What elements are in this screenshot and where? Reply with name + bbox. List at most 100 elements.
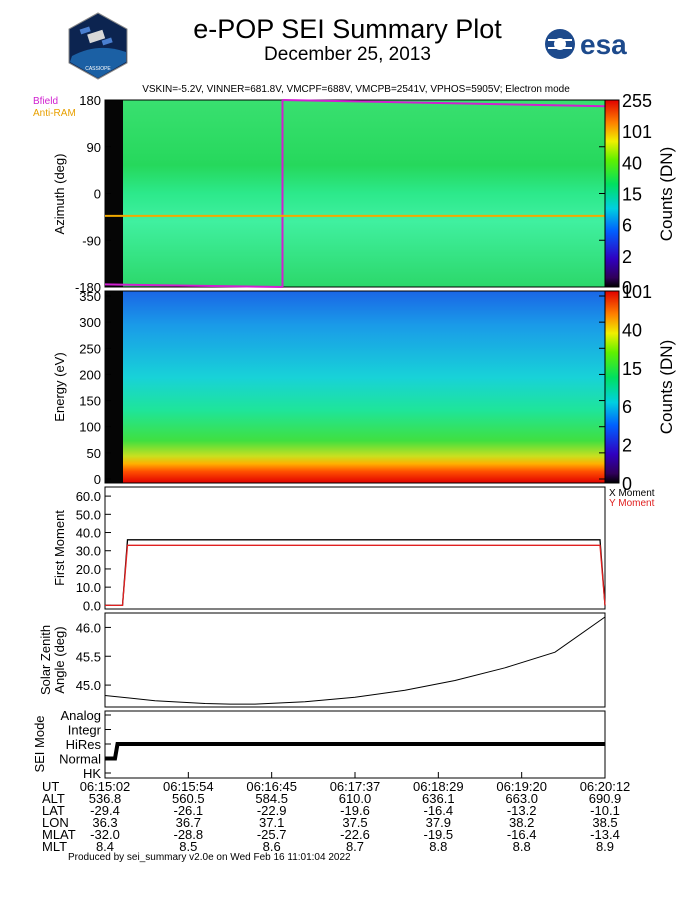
azimuth-colorbar-tick-label: 255 [622,91,652,111]
azimuth-tick-label: 0 [94,187,101,202]
ephemeris-value: -19.6 [340,803,370,818]
ephemeris-value: -26.1 [174,803,204,818]
ephemeris-value: 8.8 [513,839,531,854]
ephemeris-row-label: MLAT [42,827,76,842]
ephemeris-value: -13.4 [590,827,620,842]
ephemeris-row-label: MLT [42,839,67,854]
ephemeris-row-label: LAT [42,803,65,818]
cassiope-logo: CASSIOPE [68,12,128,80]
ephemeris-value: 8.9 [596,839,614,854]
ephemeris-row-label: LON [42,815,69,830]
ephemeris-value: 8.8 [429,839,447,854]
solar-zenith-axis-label-line1: Solar Zenith [38,625,53,695]
azimuth-tick-label: 180 [79,93,101,108]
ephemeris-value: 8.5 [179,839,197,854]
ephemeris-value: 37.1 [259,815,284,830]
energy-colorbar-tick-label: 40 [622,320,642,340]
logo-left-text: CASSIOPE [85,66,111,72]
solar-zenith-line [104,616,606,705]
ephemeris-value: -19.5 [424,827,454,842]
ephemeris-value: -13.2 [507,803,537,818]
time-tick-label: 06:17:37 [330,779,381,794]
esa-logo: esa [545,29,627,60]
energy-colorbar-tick-label: 15 [622,359,642,379]
sei-mode-line [105,742,605,761]
first-moment-tick-label: 10.0 [76,580,101,595]
azimuth-axis-label: Azimuth (deg) [52,154,67,235]
energy-colorbar-tick-label: 0 [622,474,632,494]
ephemeris-value: -28.8 [174,827,204,842]
ephemeris-row-label: ALT [42,791,65,806]
bfield-legend: Bfield [33,96,58,107]
ephemeris-value: 690.9 [589,791,622,806]
ephemeris-value: -22.6 [340,827,370,842]
time-tick-label: 06:19:20 [496,779,547,794]
energy-colorbar [604,290,620,484]
sei-mode-tick-label: HiRes [66,737,102,752]
energy-axis-label: Energy (eV) [52,352,67,421]
energy-tick-label: 300 [79,315,101,330]
footer-credit: Produced by sei_summary v2.0e on Wed Feb… [68,852,351,863]
ephemeris-value: 636.1 [422,791,455,806]
time-tick-label: 06:15:54 [163,779,214,794]
first-moment-tick-label: 50.0 [76,507,101,522]
solar-zenith-tick-label: 46.0 [76,620,101,635]
time-tick-label: 06:15:02 [80,779,131,794]
sei-mode-axis-label: SEI Mode [32,715,47,772]
first-moment-panel: 60.0 50.0 40.0 30.0 20.0 10.0 0.0 First Moment [52,486,606,613]
azimuth-colorbar-tick-label: 40 [622,153,642,173]
ephemeris-value: 663.0 [505,791,538,806]
ephemeris-value: 560.5 [172,791,205,806]
y-moment-legend: Y Moment [609,498,655,509]
time-tick-label: 06:20:12 [580,779,631,794]
azimuth-panel: 180 90 0 -90 -180 Azimuth (deg) 255 101 40 15 6 2… [52,91,676,298]
first-moment-tick-label: 40.0 [76,526,101,541]
energy-tick-label: 50 [87,446,101,461]
energy-tick-label: 350 [79,289,101,304]
antiram-legend: Anti-RAM [33,108,76,119]
first-moment-tick-label: 20.0 [76,562,101,577]
ephemeris-value: 38.5 [592,815,617,830]
first-moment-frame [104,486,606,610]
ephemeris-value: 38.2 [509,815,534,830]
azimuth-colorbar-label: Counts (DN) [657,147,676,241]
azimuth-tick-label: 90 [87,140,101,155]
energy-tick-label: 0 [94,472,101,487]
sei-mode-tick-label: Analog [61,708,101,723]
ephemeris-value: 610.0 [339,791,372,806]
azimuth-colorbar-tick-label: 15 [622,185,642,205]
first-moment-axis-label: First Moment [52,510,67,586]
x-moment-legend: X Moment [609,488,655,499]
ephemeris-value: 536.8 [89,791,122,806]
energy-colorbar-tick-label: 6 [622,397,632,417]
solar-zenith-axis-label-line2: Angle (deg) [52,626,67,693]
bfield-line [104,283,283,288]
solar-zenith-panel: 46.0 45.5 45.0 Solar Zenith Angle (deg) [38,612,606,708]
ephemeris-value: -16.4 [507,827,537,842]
ephemeris-value: 37.5 [342,815,367,830]
azimuth-colorbar-tick-label: 2 [622,247,632,267]
sei-mode-tick-label: Normal [59,752,101,767]
azimuth-colorbar-tick-label: 0 [622,278,632,298]
azimuth-colorbar [604,99,620,288]
ephemeris-value: -32.0 [90,827,120,842]
azimuth-colorbar-tick-label: 101 [622,122,652,142]
time-tick-label: 06:16:45 [246,779,297,794]
azimuth-tick-label: -180 [75,280,101,295]
energy-heatmap [105,291,605,483]
energy-tick-label: 100 [79,420,101,435]
energy-dark-strip [105,291,123,483]
energy-colorbar-tick-label: 101 [622,282,652,302]
bfield-legend-label: Bfield [33,96,59,107]
ephemeris-row-label: UT [42,779,59,794]
sei-mode-tick-label: Integr [68,723,102,738]
bfield-line [282,99,606,108]
ephemeris-value: 8.7 [346,839,364,854]
solar-zenith-frame [104,612,606,708]
first-moment-tick-label: 60.0 [76,489,101,504]
ephemeris-value: 8.4 [96,839,114,854]
sei-mode-tick-label: HK [83,766,101,781]
